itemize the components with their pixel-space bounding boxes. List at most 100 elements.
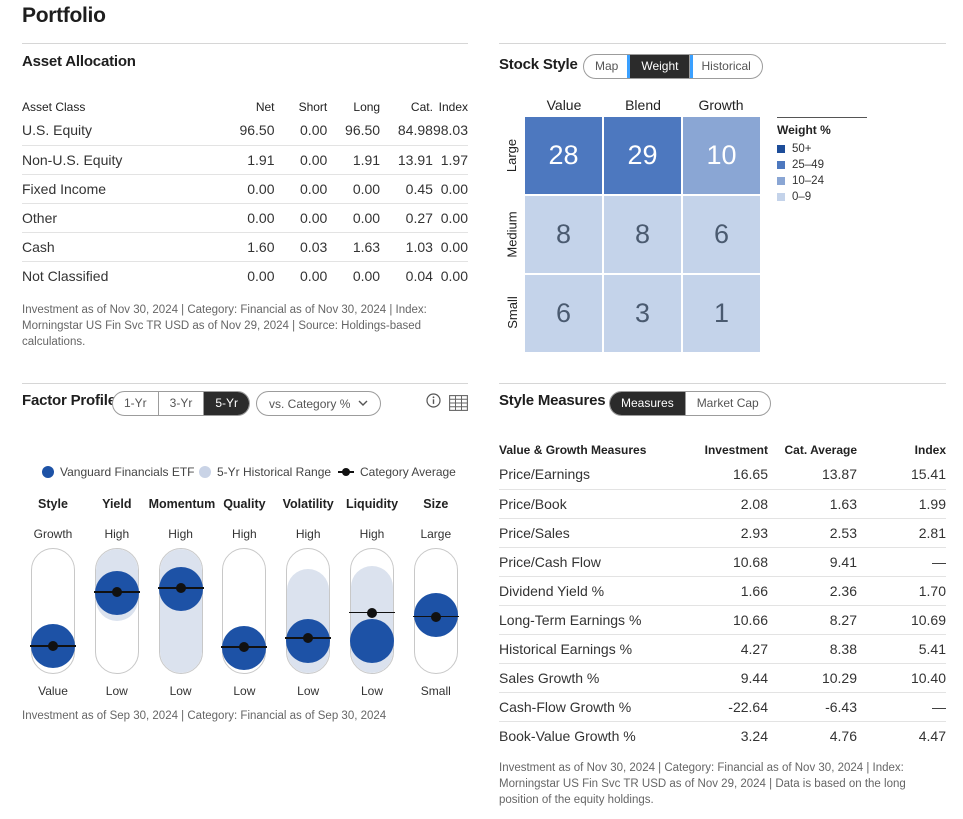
table-row: Fixed Income 0.00 0.00 0.00 0.45 0.00	[22, 174, 468, 204]
stock-style-title: Stock Style	[499, 56, 578, 73]
dropdown-label: vs. Category %	[269, 396, 351, 411]
style-row-label: Large	[504, 138, 520, 173]
value-cell: 1.91	[327, 145, 381, 175]
value-cell: 8.38	[768, 634, 857, 664]
factor-high-label: High	[232, 527, 257, 541]
asset-class-cell: Not Classified	[22, 267, 109, 284]
value-cell: 2.36	[768, 576, 857, 606]
value-cell: 0.00	[327, 174, 381, 204]
category-average-marker	[93, 587, 140, 598]
value-cell: 1.60	[188, 232, 275, 262]
legend-item: 0–9	[777, 191, 811, 203]
value-cell: —	[857, 692, 946, 722]
tab-historical[interactable]: Historical	[701, 59, 751, 73]
value-cell: 1.97	[432, 145, 468, 175]
tab-weight[interactable]: Weight	[630, 55, 691, 78]
table-row: Sales Growth % 9.44 10.29 10.40	[499, 663, 946, 693]
style-row-label: Small	[504, 296, 520, 329]
factor-low-label: Low	[233, 684, 256, 698]
legend-label: 10–24	[792, 175, 824, 187]
table-row: Book-Value Growth % 3.24 4.76 4.47	[499, 721, 946, 750]
average-marker-icon	[338, 466, 354, 478]
value-cell: 0.00	[274, 116, 328, 146]
table-header-row: Value & Growth Measures Investment Cat. …	[499, 438, 946, 460]
asset-allocation-title: Asset Allocation	[22, 53, 136, 70]
fund-dot-icon	[42, 466, 54, 478]
asset-class-cell: U.S. Equity	[22, 116, 189, 146]
factor-high-label: High	[104, 527, 130, 541]
factor-name: Quality	[223, 497, 266, 511]
factor-high-label: Growth	[33, 527, 73, 541]
legend-label: 50+	[792, 143, 812, 155]
value-cell: 10.40	[857, 663, 946, 693]
value-cell: 10.66	[669, 605, 768, 635]
value-cell: 4.47	[918, 727, 946, 744]
tab-1-yr[interactable]: 1-Yr	[113, 392, 159, 415]
factor-high-label: High	[359, 527, 385, 541]
value-cell: 1.63	[327, 232, 381, 262]
table-icon[interactable]	[448, 394, 468, 412]
value-cell: 0.00	[432, 232, 468, 262]
value-cell: 10.29	[768, 663, 857, 693]
divider	[499, 383, 946, 384]
factor-name: Volatility	[282, 497, 334, 511]
value-cell: 1.63	[768, 489, 857, 519]
value-cell: 0.45	[380, 174, 433, 204]
style-box-cell: 8	[525, 196, 602, 273]
value-cell: 0.03	[274, 232, 328, 262]
column-header: Index	[438, 100, 468, 114]
column-header: Asset Class	[22, 100, 86, 114]
value-cell: 0.00	[432, 203, 468, 233]
page-title: Portfolio	[22, 4, 106, 27]
table-row: Cash 1.60 0.03 1.63 1.03 0.00	[22, 232, 468, 262]
legend-item: 25–49	[777, 159, 824, 171]
factor-name: Style	[38, 497, 68, 511]
factor-low-label: Low	[297, 684, 320, 698]
factor-low-label: Low	[105, 684, 128, 698]
value-cell: 0.00	[440, 267, 468, 284]
factor-high-label: Large	[420, 527, 452, 541]
legend-average-label: Category Average	[360, 465, 456, 479]
asset-allocation-footnote: Investment as of Nov 30, 2024 | Category…	[22, 304, 427, 348]
fund-marker	[350, 618, 394, 663]
value-cell: 10.69	[857, 605, 946, 635]
measure-name-cell: Historical Earnings %	[499, 634, 669, 664]
tab-measures[interactable]: Measures	[610, 392, 686, 415]
measure-name-cell: Sales Growth %	[499, 663, 669, 693]
table-row: Other 0.00 0.00 0.00 0.27 0.00	[22, 203, 468, 233]
tab-5-yr[interactable]: 5-Yr	[204, 392, 250, 415]
table-row: Historical Earnings % 4.27 8.38 5.41	[499, 634, 946, 664]
legend-fund-label: Vanguard Financials ETF	[60, 465, 195, 479]
style-box-cell: 6	[683, 196, 760, 273]
factor-track	[158, 548, 203, 674]
value-cell: 2.53	[768, 518, 857, 548]
value-cell: 0.00	[352, 267, 381, 284]
category-average-marker	[285, 633, 332, 644]
value-cell: 9.41	[768, 547, 857, 577]
column-header: Net	[255, 100, 275, 114]
factor-profile-footnote: Investment as of Sep 30, 2024 | Category…	[22, 710, 387, 722]
table-row: Price/Sales 2.93 2.53 2.81	[499, 518, 946, 548]
value-cell: 8.27	[768, 605, 857, 635]
style-measures-table: Value & Growth Measures Investment Cat. …	[499, 438, 946, 750]
table-row: Price/Cash Flow 10.68 9.41—	[499, 547, 946, 577]
category-average-marker	[349, 607, 395, 618]
tab-map[interactable]: Map	[584, 55, 631, 78]
value-cell: 5.41	[857, 634, 946, 664]
tab-market-cap[interactable]: Market Cap	[696, 396, 759, 410]
column-header: Short	[298, 100, 328, 114]
value-cell: 1.66	[669, 576, 768, 606]
column-header: Cat. Average	[784, 443, 857, 457]
comparison-dropdown[interactable]: vs. Category %	[256, 391, 382, 416]
tab-3-yr[interactable]: 3-Yr	[159, 392, 205, 415]
factor-name: Size	[423, 497, 449, 511]
value-cell: 0.00	[247, 267, 275, 284]
value-cell: 0.00	[300, 267, 328, 284]
info-icon[interactable]	[425, 392, 441, 408]
measure-name-cell: Long-Term Earnings %	[499, 605, 669, 635]
value-cell: 0.00	[188, 203, 275, 233]
style-row-large: Large	[499, 117, 525, 194]
style-box-cell: 6	[525, 275, 602, 352]
asset-class-cell: Fixed Income	[22, 174, 189, 204]
range-dot-icon	[199, 466, 211, 478]
